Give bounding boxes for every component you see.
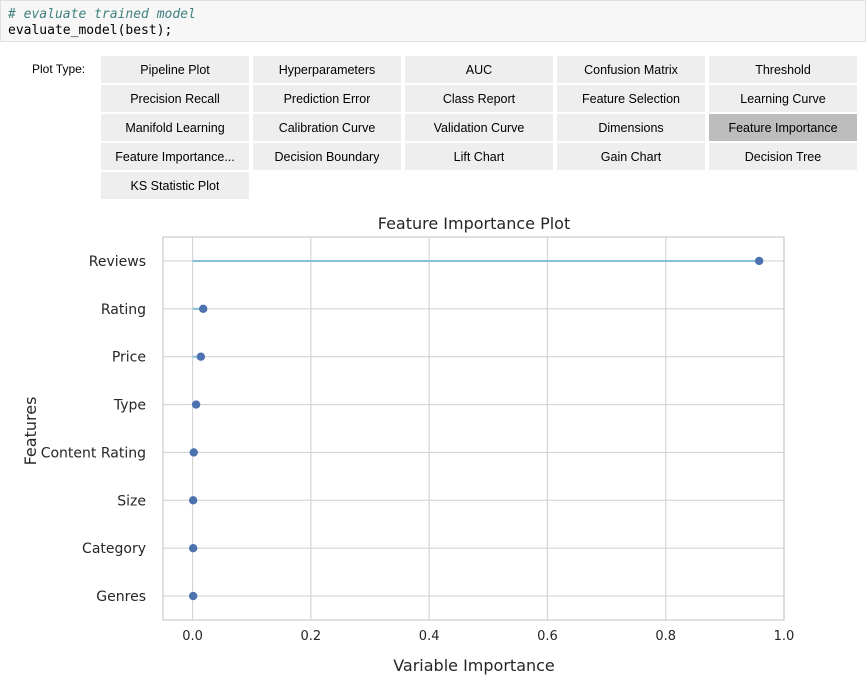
plot-type-button-label: KS Statistic Plot [130,178,220,193]
importance-point [196,352,206,361]
plot-type-button-label: Precision Recall [130,91,220,106]
plot-type-button-label: Pipeline Plot [140,62,210,77]
plot-type-button-precision-recall[interactable]: Precision Recall [101,85,249,112]
y-tick-label: Genres [96,589,146,605]
plot-type-button-label: Calibration Curve [278,120,376,135]
y-tick-label: Size [117,493,146,509]
plot-type-button-lift-chart[interactable]: Lift Chart [405,143,553,170]
y-tick-label: Content Rating [41,445,146,461]
plot-type-button-label: Decision Tree [744,149,822,164]
plot-type-button-label: Class Report [442,91,516,106]
chart-title: Feature Importance Plot [378,214,570,233]
plot-type-button-class-report[interactable]: Class Report [405,85,553,112]
importance-point [188,496,198,505]
y-tick-label: Reviews [89,254,146,270]
plot-type-button-auc[interactable]: AUC [405,56,553,83]
importance-point [199,304,208,314]
code-comment: # evaluate trained model [8,7,196,22]
y-axis-label: Features [21,397,40,466]
importance-point [189,448,198,457]
feature-importance-chart: Feature Importance Plot Variable Importa… [0,205,868,685]
plot-type-button-validation-curve[interactable]: Validation Curve [405,114,553,141]
plot-type-button-label: Validation Curve [433,120,525,135]
x-tick-label: 0.4 [419,629,440,644]
plot-type-button-prediction-error[interactable]: Prediction Error [253,85,401,112]
chart-svg: Feature Importance Plot Variable Importa… [21,214,795,675]
plot-type-button-label: Feature Selection [582,91,680,106]
plot-type-label: Plot Type: [32,62,86,76]
plot-type-button-dimensions[interactable]: Dimensions [557,114,705,141]
importance-point [754,256,764,266]
plot-type-button-calibration-curve[interactable]: Calibration Curve [253,114,401,141]
importance-point [188,543,198,553]
x-tick-label: 0.6 [537,629,558,644]
plot-type-button-learning-curve[interactable]: Learning Curve [709,85,857,112]
plot-type-button-label: Hyperparameters [278,62,376,77]
plot-type-button-ks-statistic-plot[interactable]: KS Statistic Plot [101,172,249,199]
x-axis-label: Variable Importance [393,656,555,675]
plot-type-button-confusion-matrix[interactable]: Confusion Matrix [557,56,705,83]
importance-point [191,400,201,409]
plot-type-button-manifold-learning[interactable]: Manifold Learning [101,114,249,141]
x-tick-label: 0.0 [182,629,203,644]
x-tick-label: 0.8 [655,629,676,644]
y-tick-label: Price [112,350,146,366]
plot-type-button-feature-selection[interactable]: Feature Selection [557,85,705,112]
plot-type-button-label: Feature Importance [728,120,838,135]
plot-type-button-label: Gain Chart [600,149,662,164]
x-tick-label: 1.0 [774,629,795,644]
plot-type-button-label: Decision Boundary [274,149,380,164]
y-tick-label: Category [82,541,146,557]
plot-type-button-decision-boundary[interactable]: Decision Boundary [253,143,401,170]
plot-type-button-threshold[interactable]: Threshold [709,56,857,83]
plot-type-button-decision-tree[interactable]: Decision Tree [709,143,857,170]
y-tick-label: Rating [101,302,146,318]
plot-type-button-feature-importance[interactable]: Feature Importance [709,114,857,141]
plot-frame [162,236,785,621]
plot-type-button-label: Lift Chart [453,149,505,164]
x-tick-label: 0.2 [301,629,322,644]
plot-type-button-label: Confusion Matrix [584,62,678,77]
plot-type-button-label: Learning Curve [740,91,826,106]
plot-type-button-gain-chart[interactable]: Gain Chart [557,143,705,170]
plot-type-button-feature-importance[interactable]: Feature Importance... [101,143,249,170]
plot-type-button-label: Dimensions [598,120,664,135]
plot-type-button-group: Pipeline Plot Hyperparameters AUC Confusion… [101,56,857,199]
plot-type-button-label: AUC [465,62,493,77]
plot-type-button-pipeline-plot[interactable]: Pipeline Plot [101,56,249,83]
plot-type-button-label: Manifold Learning [125,120,225,135]
y-tick-label: Type [113,398,146,414]
plot-type-button-label: Feature Importance... [115,149,235,164]
importance-point [188,591,198,601]
code-line: evaluate_model(best); [8,23,173,38]
code-cell[interactable]: # evaluate trained model evaluate_model(… [0,0,866,42]
plot-type-button-hyperparameters[interactable]: Hyperparameters [253,56,401,83]
plot-type-button-label: Threshold [755,62,811,77]
plot-type-button-label: Prediction Error [283,91,371,106]
